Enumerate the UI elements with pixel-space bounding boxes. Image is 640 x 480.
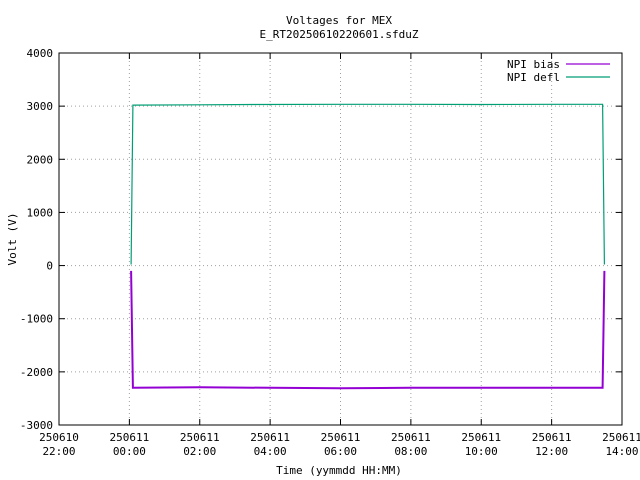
x-tick-time: 00:00: [113, 445, 146, 458]
grid: [59, 53, 622, 425]
x-tick-time: 04:00: [254, 445, 287, 458]
legend-label: NPI defl: [507, 71, 560, 84]
series-line: [130, 103, 605, 265]
x-tick-time: 02:00: [183, 445, 216, 458]
y-tick-label: 2000: [27, 153, 54, 166]
chart-subtitle: E_RT20250610220601.sfduZ: [260, 28, 419, 41]
x-tick-time: 22:00: [42, 445, 75, 458]
x-tick-date: 250611: [532, 431, 572, 444]
x-tick-date: 250611: [461, 431, 501, 444]
x-tick-time: 14:00: [605, 445, 638, 458]
y-tick-label: 1000: [27, 206, 54, 219]
y-axis-label: Volt (V): [6, 213, 19, 266]
y-tick-label: -2000: [20, 366, 53, 379]
x-tick-date: 250611: [110, 431, 150, 444]
y-axis: 4000 3000 2000 1000 0 -1000 -2000 -3000: [20, 47, 622, 432]
x-tick-date: 250611: [602, 431, 640, 444]
y-tick-label: -3000: [20, 419, 53, 432]
x-axis-label: Time (yymmdd HH:MM): [276, 464, 402, 477]
series-layer: [130, 103, 606, 390]
x-tick-date: 250611: [180, 431, 220, 444]
y-tick-label: 3000: [27, 100, 54, 113]
x-tick-time: 12:00: [535, 445, 568, 458]
x-tick-date: 250611: [250, 431, 290, 444]
series-line: [130, 270, 606, 390]
legend-label: NPI bias: [507, 58, 560, 71]
x-tick-date: 250611: [321, 431, 361, 444]
x-tick-date: 250611: [391, 431, 431, 444]
x-tick-time: 08:00: [394, 445, 427, 458]
y-tick-label: 4000: [27, 47, 54, 60]
chart-title: Voltages for MEX: [286, 14, 392, 27]
x-tick-time: 10:00: [465, 445, 498, 458]
y-tick-label: 0: [46, 260, 53, 273]
y-tick-label: -1000: [20, 313, 53, 326]
x-axis: 25061022:0025061100:0025061102:002506110…: [39, 53, 640, 458]
x-tick-date: 250610: [39, 431, 79, 444]
x-tick-time: 06:00: [324, 445, 357, 458]
